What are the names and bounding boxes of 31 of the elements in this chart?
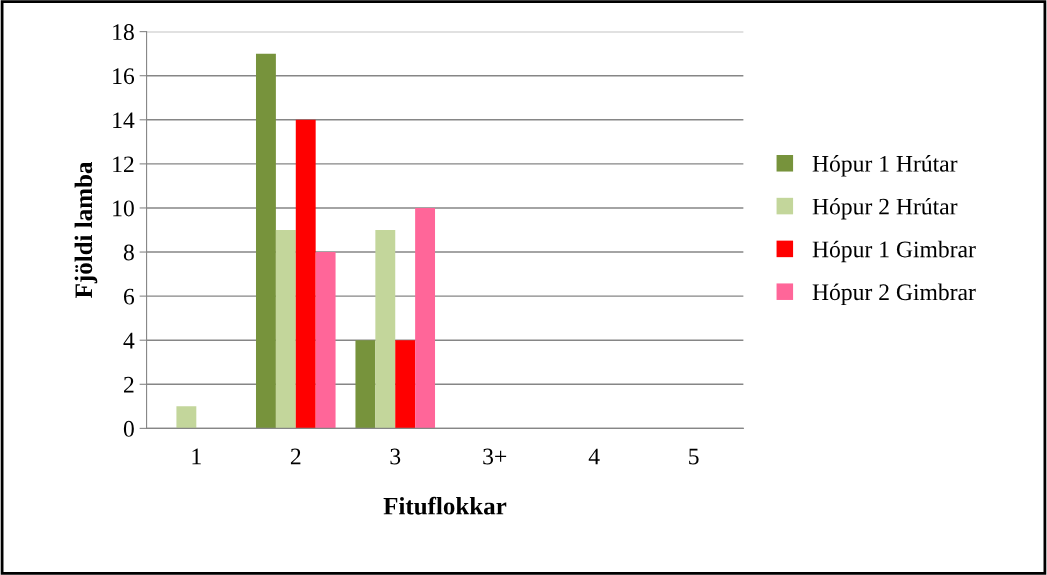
bar (395, 340, 416, 429)
x-tick-label: 3 (390, 448, 401, 465)
y-tick-label: 8 (123, 244, 134, 261)
y-tick-label: 10 (113, 200, 134, 217)
legend-label: Hópur 2 Gimbrar (812, 283, 976, 305)
y-axis-title: Fjöldi lamba (74, 161, 98, 298)
x-axis-title: Fituflokkar (383, 496, 507, 515)
y-tick-label: 12 (113, 156, 134, 173)
x-tick-label: 4 (588, 448, 600, 465)
bar (375, 230, 396, 429)
y-tick-label: 6 (123, 288, 135, 305)
y-tick-label: 16 (113, 68, 135, 85)
legend-label: Hópur 1 Hrútar (812, 155, 958, 177)
bar (176, 406, 197, 429)
y-tick-label: 2 (124, 376, 134, 393)
x-tick-label: 3+ (483, 448, 507, 465)
bar (315, 252, 336, 429)
bar (295, 119, 316, 429)
bar (275, 230, 296, 429)
bar (255, 53, 276, 429)
y-tick-label: 4 (123, 332, 135, 349)
legend-label: Hópur 2 Hrútar (812, 197, 958, 220)
x-tick-label: 2 (290, 448, 301, 465)
y-tick-label: 14 (113, 112, 135, 128)
legend-label: Hópur 1 Gimbrar (812, 240, 976, 263)
x-tick-label: 5 (689, 448, 699, 465)
bar (415, 207, 436, 429)
x-tick-label: 1 (192, 448, 201, 465)
y-tick-label: 18 (113, 24, 134, 41)
bar (355, 340, 376, 429)
y-tick-label: 0 (123, 420, 134, 437)
